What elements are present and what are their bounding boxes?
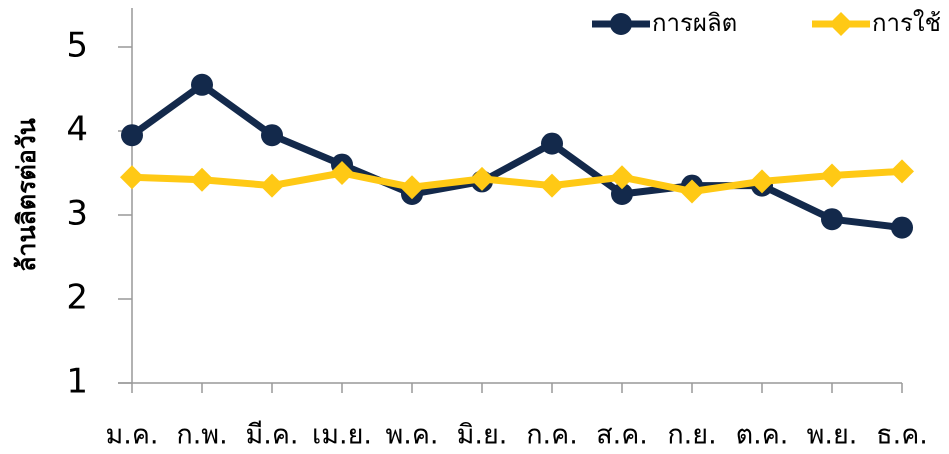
point (820, 163, 844, 188)
point (890, 159, 914, 184)
point (680, 179, 704, 204)
x-tick-label: มี.ค. (245, 420, 298, 451)
y-tick-label: 1 (66, 362, 88, 402)
point (470, 166, 494, 191)
x-tick-label: พ.ค. (385, 420, 438, 451)
point (750, 169, 774, 194)
x-tick-label: ต.ค. (736, 420, 789, 451)
x-tick-label: ส.ค. (596, 420, 648, 451)
point (260, 173, 284, 198)
point (611, 183, 633, 205)
point (330, 161, 354, 185)
point (261, 124, 283, 147)
x-tick-label: ก.ย. (667, 420, 716, 451)
point (190, 167, 214, 192)
point (120, 165, 144, 190)
x-tick-label: ม.ค. (105, 420, 158, 451)
point (400, 175, 424, 200)
series-line (129, 81, 903, 232)
y-tick-label: 5 (66, 26, 88, 66)
point (540, 173, 564, 198)
y-axis-label: ล้านลิตรต่อวัน (12, 118, 41, 272)
x-tick-label: ก.ค. (526, 420, 578, 451)
legend-label: การใช้ (872, 9, 941, 37)
point (121, 124, 143, 147)
series-line (131, 167, 903, 195)
point (891, 216, 913, 239)
x-tick-label: พ.ย. (807, 420, 858, 451)
point (541, 132, 563, 155)
y-tick-label: 2 (66, 278, 88, 318)
point (610, 165, 634, 190)
x-tick-label: เม.ย. (312, 420, 372, 451)
legend-marker (829, 12, 853, 36)
point (191, 73, 213, 96)
point (821, 208, 843, 231)
x-tick-label: มิ.ย. (457, 420, 508, 451)
legend-marker (610, 13, 632, 35)
x-tick-label: ธ.ค. (876, 420, 928, 451)
x-tick-label: ก.พ. (176, 420, 227, 451)
y-tick-label: 4 (66, 110, 88, 150)
y-tick-label: 3 (66, 194, 88, 234)
legend-label: การผลิต (652, 9, 737, 37)
